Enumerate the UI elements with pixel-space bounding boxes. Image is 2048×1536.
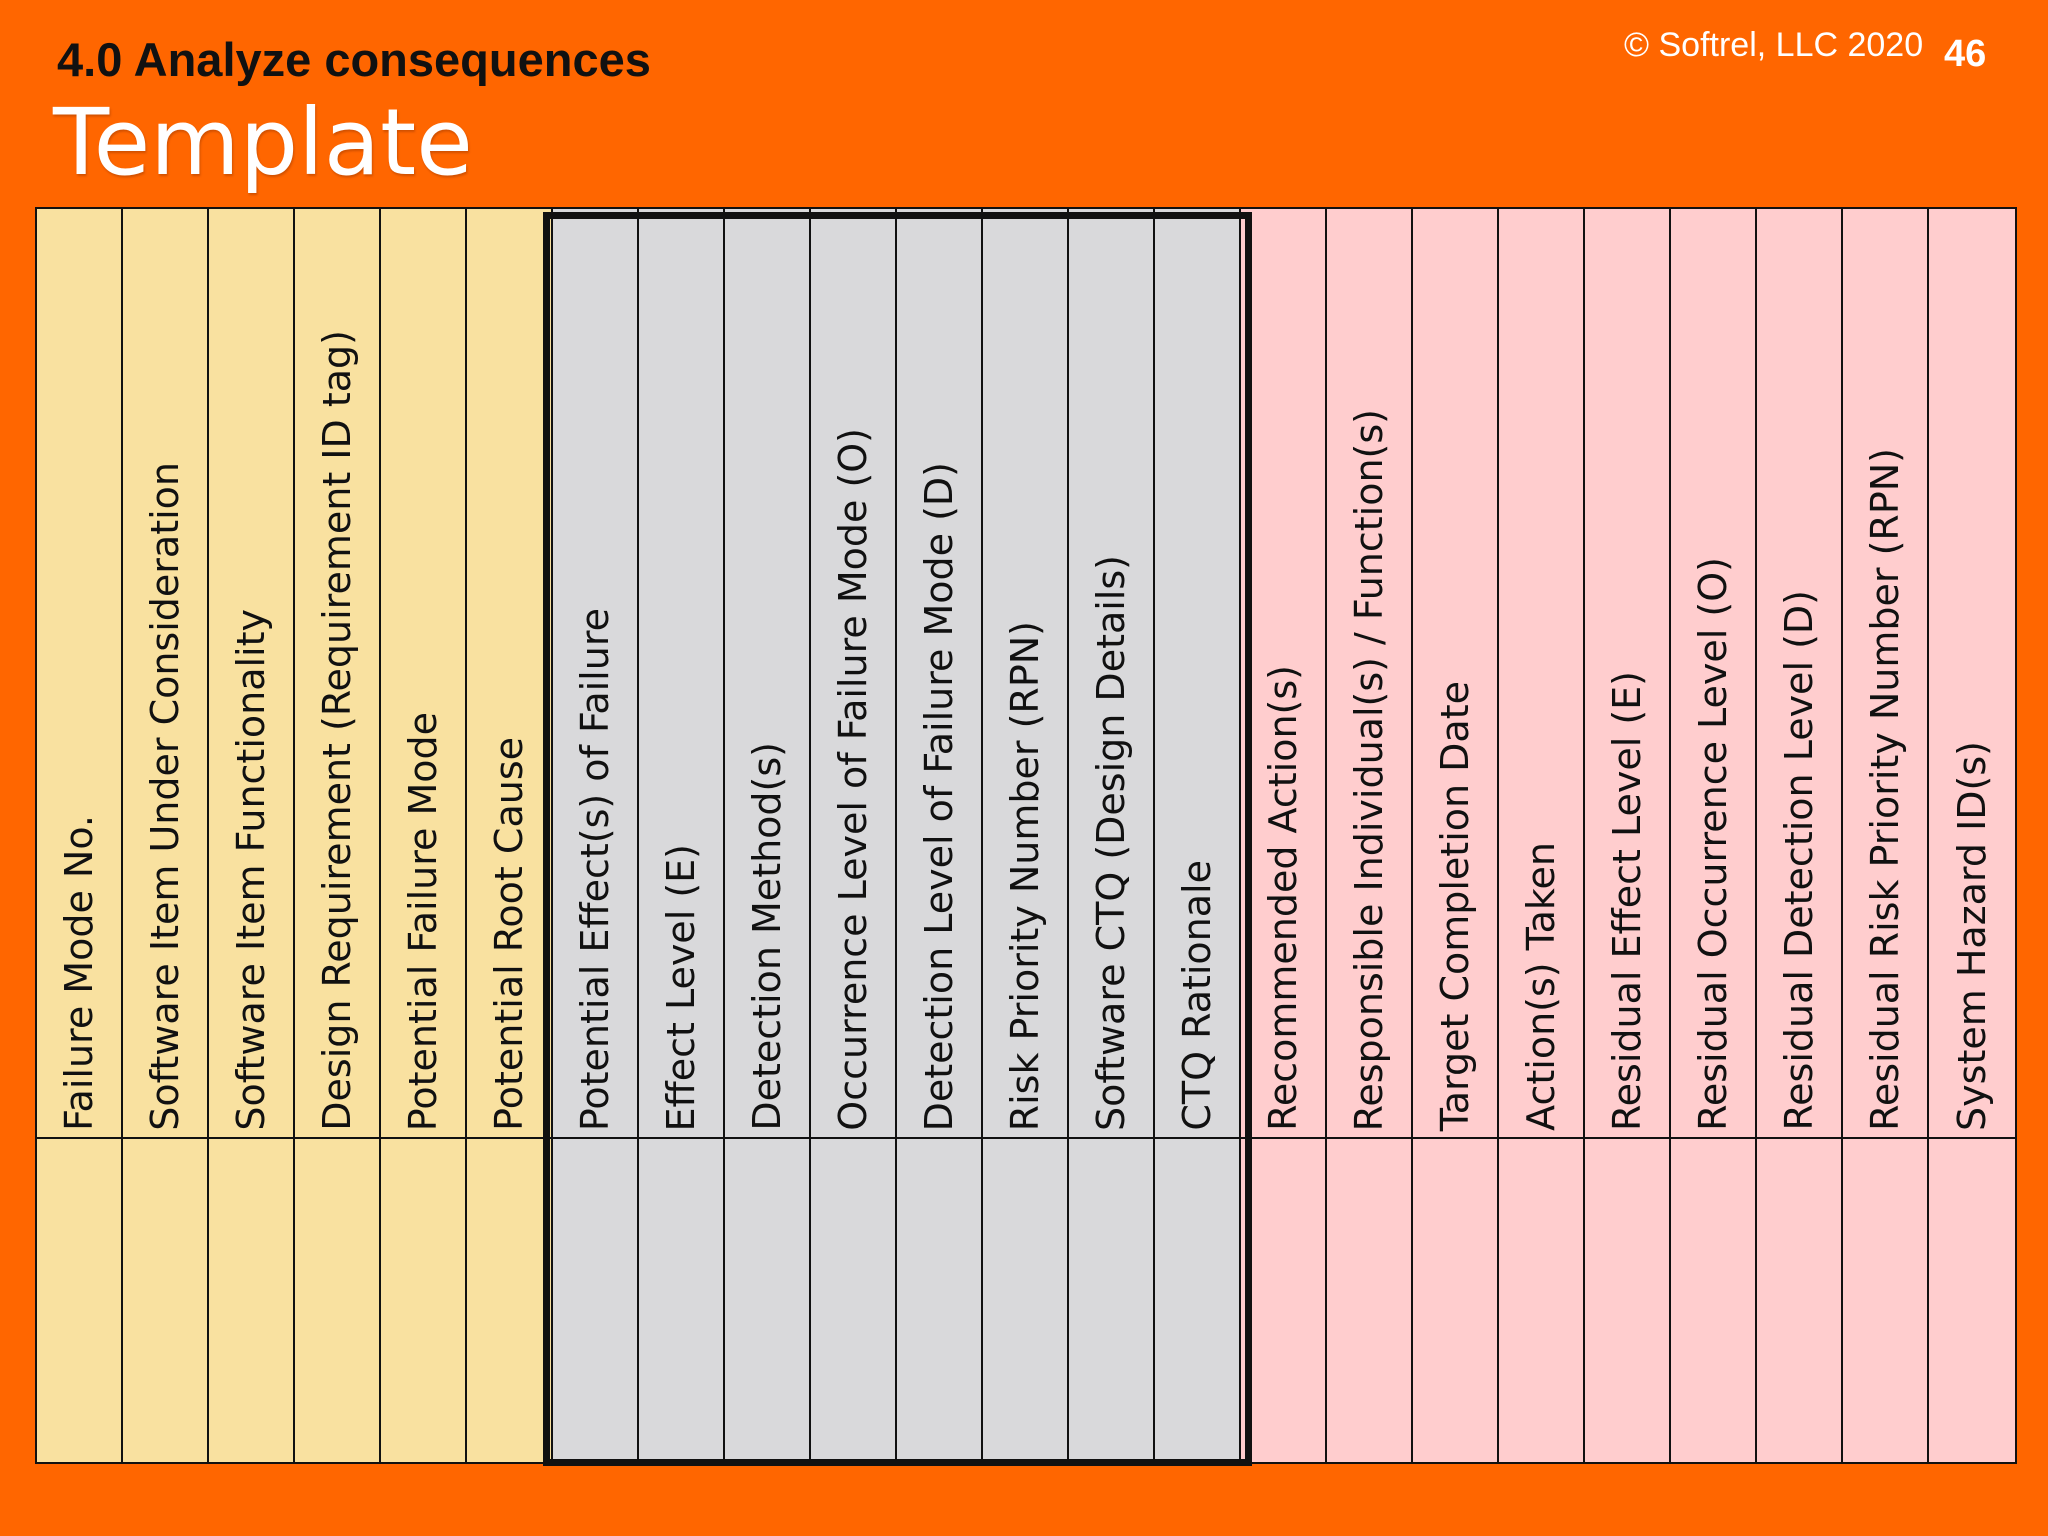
column-header-label: Software Item Under Consideration — [143, 462, 187, 1131]
table-cell[interactable] — [37, 1139, 123, 1462]
column-header: Target Completion Date — [1413, 209, 1499, 1139]
column-header-label: Design Requirement (Requirement ID tag) — [315, 330, 359, 1131]
column-header-label: Failure Mode No. — [57, 815, 101, 1131]
column-header: Recommended Action(s) — [1241, 209, 1327, 1139]
column-header: Effect Level (E) — [639, 209, 725, 1139]
column-header: Residual Risk Priority Number (RPN) — [1843, 209, 1929, 1139]
table-cell[interactable] — [467, 1139, 553, 1462]
column-header: Action(s) Taken — [1499, 209, 1585, 1139]
column-header-label: Potential Failure Mode — [401, 711, 445, 1131]
column-header: Residual Effect Level (E) — [1585, 209, 1671, 1139]
table-cell[interactable] — [725, 1139, 811, 1462]
column-header-label: Action(s) Taken — [1519, 842, 1563, 1131]
page-number: 46 — [1944, 33, 1987, 75]
column-header-label: Risk Priority Number (RPN) — [1003, 620, 1047, 1131]
column-header-label: Software CTQ (Design Details) — [1089, 555, 1133, 1131]
slide-heading: 4.0 Analyze consequences — [57, 33, 651, 86]
column-header-label: CTQ Rationale — [1175, 860, 1219, 1131]
column-header-label: Residual Detection Level (D) — [1777, 590, 1821, 1131]
slide-subtitle: Template — [53, 89, 473, 196]
table-cell[interactable] — [1241, 1139, 1327, 1462]
column-header-label: Detection Method(s) — [745, 742, 789, 1131]
table-cell[interactable] — [1671, 1139, 1757, 1462]
table-cell[interactable] — [1757, 1139, 1843, 1462]
column-header: CTQ Rationale — [1155, 209, 1241, 1139]
column-header: Software CTQ (Design Details) — [1069, 209, 1155, 1139]
column-header: Risk Priority Number (RPN) — [983, 209, 1069, 1139]
column-header: Occurrence Level of Failure Mode (O) — [811, 209, 897, 1139]
table-cell[interactable] — [295, 1139, 381, 1462]
column-header-label: Responsible Individual(s) / Function(s) — [1347, 408, 1391, 1131]
table-cell[interactable] — [897, 1139, 983, 1462]
column-header-label: System Hazard ID(s) — [1950, 741, 1994, 1131]
table-cell[interactable] — [639, 1139, 725, 1462]
column-header: Responsible Individual(s) / Function(s) — [1327, 209, 1413, 1139]
table-cell[interactable] — [1327, 1139, 1413, 1462]
table-cell[interactable] — [811, 1139, 897, 1462]
column-header: Detection Level of Failure Mode (D) — [897, 209, 983, 1139]
column-header-label: Potential Effect(s) of Failure — [573, 607, 617, 1131]
table-cell[interactable] — [983, 1139, 1069, 1462]
column-header-label: Residual Effect Level (E) — [1605, 670, 1649, 1131]
column-header-label: Software Item Functionality — [229, 609, 273, 1131]
column-header-label: Recommended Action(s) — [1261, 665, 1305, 1131]
column-header: Failure Mode No. — [37, 209, 123, 1139]
table-cell[interactable] — [1069, 1139, 1155, 1462]
column-header: Potential Effect(s) of Failure — [553, 209, 639, 1139]
table-cell[interactable] — [553, 1139, 639, 1462]
column-header-label: Residual Occurrence Level (O) — [1691, 557, 1735, 1131]
copyright-notice: © Softrel, LLC 2020 — [1624, 26, 1924, 64]
table-cell[interactable] — [1413, 1139, 1499, 1462]
table-cell[interactable] — [381, 1139, 467, 1462]
table-cell[interactable] — [1155, 1139, 1241, 1462]
fmea-template-table: Failure Mode No. Software Item Under Cons… — [35, 207, 2017, 1464]
column-header-label: Detection Level of Failure Mode (D) — [917, 461, 961, 1131]
column-header-label: Occurrence Level of Failure Mode (O) — [831, 428, 875, 1131]
column-header: Potential Root Cause — [467, 209, 553, 1139]
column-header-label: Effect Level (E) — [659, 843, 703, 1132]
column-header-label: Residual Risk Priority Number (RPN) — [1863, 448, 1907, 1131]
column-header: Potential Failure Mode — [381, 209, 467, 1139]
table-cell[interactable] — [1929, 1139, 2015, 1462]
table-cell[interactable] — [1499, 1139, 1585, 1462]
column-header-label: Target Completion Date — [1433, 680, 1477, 1131]
table-cell[interactable] — [123, 1139, 209, 1462]
column-header: Design Requirement (Requirement ID tag) — [295, 209, 381, 1139]
column-header: Software Item Under Consideration — [123, 209, 209, 1139]
column-header-label: Potential Root Cause — [487, 737, 531, 1131]
column-header: Detection Method(s) — [725, 209, 811, 1139]
column-header: System Hazard ID(s) — [1929, 209, 2015, 1139]
column-header: Residual Detection Level (D) — [1757, 209, 1843, 1139]
table-cell[interactable] — [1843, 1139, 1929, 1462]
table-cell[interactable] — [209, 1139, 295, 1462]
column-header: Residual Occurrence Level (O) — [1671, 209, 1757, 1139]
table-cell[interactable] — [1585, 1139, 1671, 1462]
column-header: Software Item Functionality — [209, 209, 295, 1139]
